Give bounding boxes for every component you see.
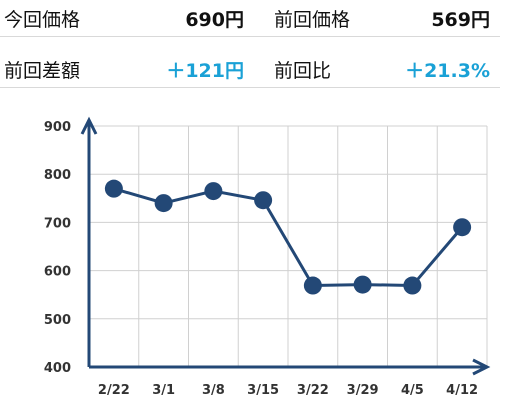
y-tick-label: 600 bbox=[44, 265, 71, 280]
price-ratio-value: ＋21.3% bbox=[405, 59, 490, 82]
data-point bbox=[303, 276, 322, 295]
previous-price-value: 569円 bbox=[431, 8, 490, 31]
data-point bbox=[353, 275, 372, 294]
y-tick-label: 400 bbox=[44, 361, 71, 376]
price-difference: 前回差額 ＋121円 bbox=[0, 51, 250, 87]
price-ratio: 前回比 ＋21.3% bbox=[250, 51, 500, 87]
current-price-label: 今回価格 bbox=[4, 8, 81, 31]
price-line-chart: 900 800 700 600 500 400 2/22 3/1 3/8 3/15 3/22 3/29… bbox=[44, 116, 491, 398]
data-point bbox=[254, 191, 273, 210]
current-price-value: 690円 bbox=[185, 8, 244, 31]
x-tick-label: 3/1 bbox=[152, 383, 175, 398]
stat-row-prices: 今回価格 690円 前回価格 569円 bbox=[0, 0, 500, 37]
y-tick-label: 500 bbox=[44, 313, 71, 328]
data-point bbox=[453, 218, 472, 237]
data-point bbox=[403, 276, 422, 295]
y-tick-label: 800 bbox=[44, 168, 71, 183]
x-tick-label: 3/22 bbox=[297, 383, 329, 398]
x-tick-label: 2/22 bbox=[98, 383, 130, 398]
data-point bbox=[154, 194, 173, 213]
price-stats: 今回価格 690円 前回価格 569円 前回差額 ＋121円 前回比 ＋21.3… bbox=[0, 0, 500, 88]
price-ratio-label: 前回比 bbox=[274, 59, 332, 82]
data-point bbox=[104, 179, 123, 198]
x-tick-label: 3/8 bbox=[202, 383, 225, 398]
x-tick-label: 3/15 bbox=[247, 383, 279, 398]
x-tick-label: 3/29 bbox=[347, 383, 379, 398]
previous-price-label: 前回価格 bbox=[274, 8, 351, 31]
y-tick-label: 900 bbox=[44, 120, 71, 135]
price-difference-label: 前回差額 bbox=[4, 59, 81, 82]
y-tick-label: 700 bbox=[44, 216, 71, 231]
price-difference-value: ＋121円 bbox=[166, 59, 244, 82]
current-price: 今回価格 690円 bbox=[0, 0, 250, 36]
data-point bbox=[204, 182, 223, 201]
x-tick-label: 4/12 bbox=[446, 383, 478, 398]
previous-price: 前回価格 569円 bbox=[250, 0, 500, 36]
x-axis-arrow bbox=[472, 358, 491, 376]
x-tick-label: 4/5 bbox=[401, 383, 424, 398]
y-axis-arrow bbox=[80, 116, 98, 135]
stat-row-differences: 前回差額 ＋121円 前回比 ＋21.3% bbox=[0, 51, 500, 88]
